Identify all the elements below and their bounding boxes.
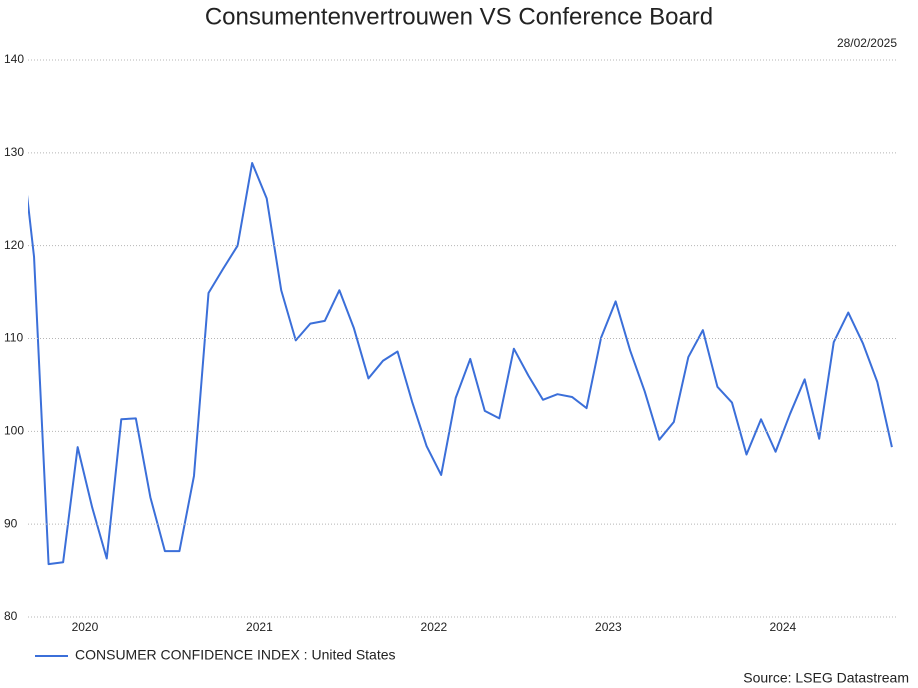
y-tick-label: 80	[4, 609, 18, 623]
x-tick-label: 2020	[72, 620, 99, 634]
x-tick-label: 2024	[769, 620, 796, 634]
x-tick-label: 2021	[246, 620, 273, 634]
x-tick-label: 2023	[595, 620, 622, 634]
plot-area	[28, 162, 893, 566]
source-label: Source: LSEG Datastream	[743, 670, 909, 686]
legend-label: CONSUMER CONFIDENCE INDEX : United State…	[75, 647, 396, 663]
y-tick-label: 120	[4, 238, 24, 252]
y-tick-label: 90	[4, 516, 18, 530]
chart-title: Consumentenvertrouwen VS Conference Boar…	[205, 3, 713, 30]
y-tick-label: 130	[4, 145, 24, 159]
date-label: 28/02/2025	[837, 36, 897, 50]
x-tick-label: 2022	[421, 620, 448, 634]
y-tick-label: 100	[4, 424, 24, 438]
data-line	[28, 162, 893, 566]
y-tick-label: 140	[4, 52, 24, 66]
y-tick-label: 110	[4, 331, 23, 345]
